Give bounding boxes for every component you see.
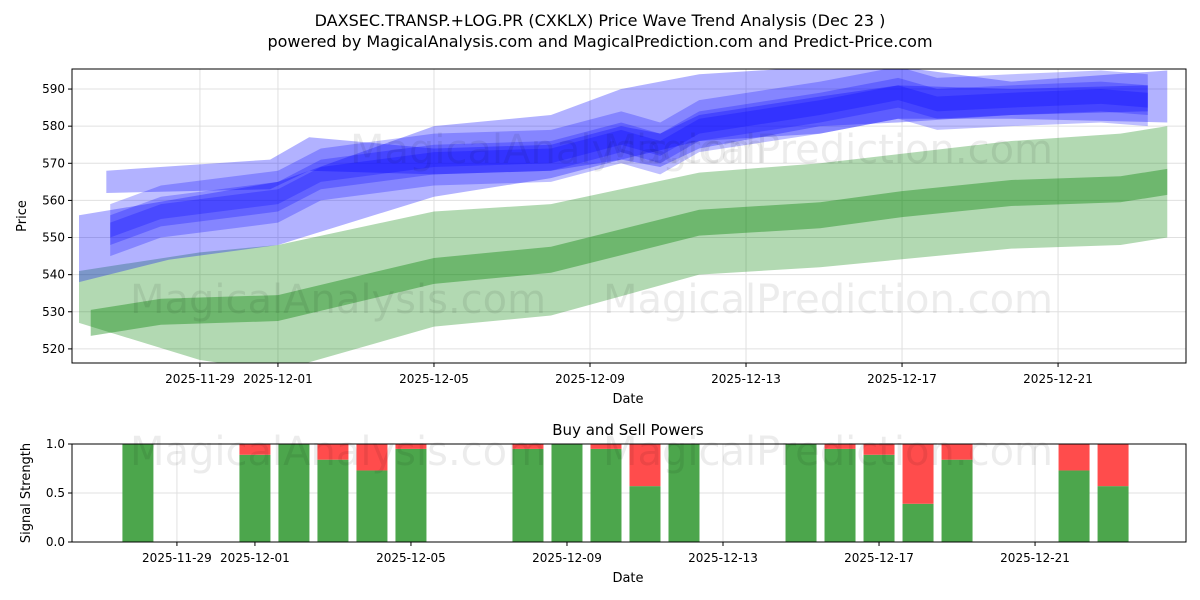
x-tick-label: 2025-12-13 [688, 551, 758, 565]
sell-bar [629, 444, 661, 487]
blue-core-band [110, 69, 1148, 257]
x-tick-label: 2025-12-05 [376, 551, 446, 565]
watermark-prediction-3: MagicalPrediction.com [603, 429, 1053, 475]
y-tick-label: 0.5 [46, 486, 65, 500]
sell-bar [941, 444, 973, 460]
buy-bar [551, 444, 583, 542]
buy-bar [122, 444, 154, 542]
blue-wide-band [79, 69, 1168, 283]
x-tick-label: 2025-12-21 [1000, 551, 1070, 565]
watermark-prediction: MagicalPrediction.com [603, 127, 1053, 173]
buy-bar [1058, 470, 1090, 542]
sell-bar [863, 444, 895, 455]
y-tick-label: 590 [42, 82, 65, 96]
watermark-analysis-2: MagicalAnalysis.com [130, 277, 546, 323]
y-tick-label: 520 [42, 342, 65, 356]
signal-ylabel: Signal Strength [19, 443, 34, 543]
chart-subtitle: powered by MagicalAnalysis.com and Magic… [267, 32, 932, 51]
y-tick-label: 1.0 [46, 437, 65, 451]
buy-bar [863, 454, 895, 542]
buy-bar [356, 470, 388, 542]
sell-bar [395, 444, 427, 449]
buy-bar [590, 448, 622, 542]
x-tick-label: 2025-12-17 [867, 372, 937, 386]
signal-ticks: 0.0 0.5 1.0 2025-11-29 2025-12-01 2025-12-05 2… [46, 437, 1070, 565]
buy-bar [317, 459, 349, 542]
buy-bar [278, 444, 310, 542]
price-bands [79, 69, 1168, 363]
y-tick-label: 530 [42, 305, 65, 319]
signal-bars [122, 444, 1129, 542]
buy-bar [902, 503, 934, 542]
x-tick-label: 2025-12-17 [844, 551, 914, 565]
buy-bar [668, 444, 700, 542]
chart-title: DAXSEC.TRANSP.+LOG.PR (CXKLX) Price Wave… [315, 11, 886, 30]
signal-plot: Buy and Sell Powers MagicalAnalysis.com … [19, 421, 1187, 586]
blue-core-band [110, 85, 1148, 238]
signal-xlabel: Date [612, 571, 643, 586]
x-tick-label: 2025-12-13 [711, 372, 781, 386]
y-tick-label: 540 [42, 268, 65, 282]
buy-bar [941, 459, 973, 542]
y-tick-label: 560 [42, 193, 65, 207]
blue-core-band [110, 77, 1148, 245]
price-xlabel: Date [612, 392, 643, 407]
price-ylabel: Price [15, 200, 30, 232]
x-tick-label: 2025-11-29 [142, 551, 212, 565]
buy-bar [395, 448, 427, 542]
sell-bar [1058, 444, 1090, 471]
price-ticks: 520 530 540 550 560 570 580 590 2025-11-29 2025-1… [42, 82, 1093, 386]
x-tick-label: 2025-12-09 [532, 551, 602, 565]
buy-bar [824, 448, 856, 542]
signal-title: Buy and Sell Powers [552, 421, 704, 439]
price-plot: MagicalAnalysis.com MagicalPrediction.co… [15, 68, 1187, 407]
buy-bar [512, 448, 544, 542]
x-tick-label: 2025-12-21 [1023, 372, 1093, 386]
buy-bar [239, 454, 271, 542]
buy-bar [629, 486, 661, 542]
green-core-band [90, 168, 1168, 336]
green-wide-band [79, 126, 1168, 363]
blue-upper-band [106, 85, 1148, 193]
sell-bar [902, 444, 934, 504]
sell-bar [824, 444, 856, 449]
y-tick-label: 0.0 [46, 535, 65, 549]
buy-bar [785, 444, 817, 542]
x-tick-label: 2025-12-05 [399, 372, 469, 386]
price-grid [72, 69, 1186, 363]
x-tick-label: 2025-12-01 [243, 372, 313, 386]
x-tick-label: 2025-11-29 [165, 372, 235, 386]
sell-bar [590, 444, 622, 449]
sell-bar [356, 444, 388, 471]
buy-bar [1097, 486, 1129, 542]
sell-bar [512, 444, 544, 449]
watermark-prediction-2: MagicalPrediction.com [603, 277, 1053, 323]
y-tick-label: 550 [42, 231, 65, 245]
y-tick-label: 580 [42, 119, 65, 133]
x-tick-label: 2025-12-01 [220, 551, 290, 565]
price-plot-frame [71, 68, 1187, 364]
watermark-analysis-3: MagicalAnalysis.com [130, 429, 546, 475]
sell-bar [317, 444, 349, 460]
sell-bar [1097, 444, 1129, 487]
sell-bar [239, 444, 271, 455]
y-tick-label: 570 [42, 156, 65, 170]
x-tick-label: 2025-12-09 [555, 372, 625, 386]
watermark-analysis: MagicalAnalysis.com [350, 127, 766, 173]
